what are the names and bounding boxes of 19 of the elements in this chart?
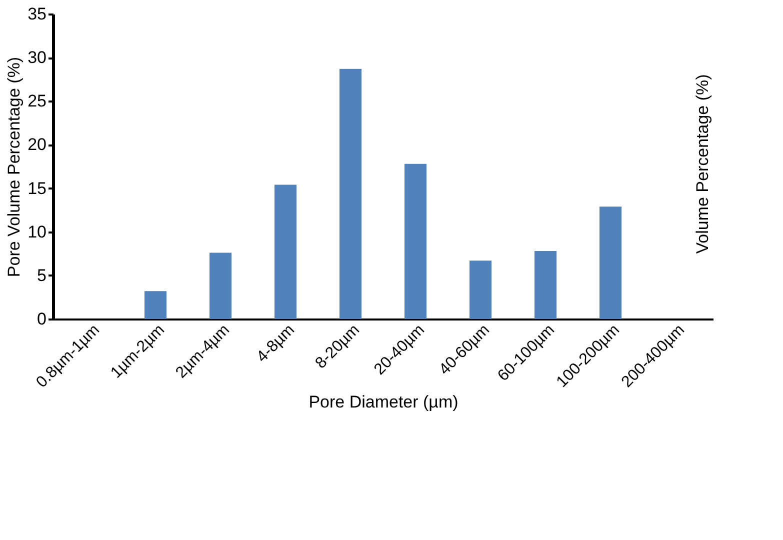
y-axis-title: Pore Volume Percentage (%) bbox=[4, 56, 24, 278]
bar bbox=[340, 68, 362, 319]
bar bbox=[404, 164, 426, 319]
y-tick-label: 20 bbox=[28, 135, 46, 154]
bar bbox=[470, 260, 492, 319]
bar bbox=[274, 184, 296, 319]
y-tick-label: 0 bbox=[37, 310, 46, 328]
bar bbox=[534, 251, 556, 319]
bar bbox=[210, 252, 232, 319]
y-tick-label: 35 bbox=[28, 4, 46, 24]
y-tick-label: 15 bbox=[28, 178, 46, 198]
y-tick-label: 10 bbox=[28, 222, 46, 242]
x-axis-title: Pore Diameter (µm) bbox=[308, 392, 458, 412]
y-tick-label: 5 bbox=[37, 266, 46, 285]
y-tick-label: 25 bbox=[28, 92, 46, 111]
bar bbox=[144, 291, 166, 319]
y-tick-label: 30 bbox=[28, 48, 46, 68]
annotation: Volume Percentage (%) bbox=[693, 74, 712, 254]
bar bbox=[600, 206, 622, 319]
